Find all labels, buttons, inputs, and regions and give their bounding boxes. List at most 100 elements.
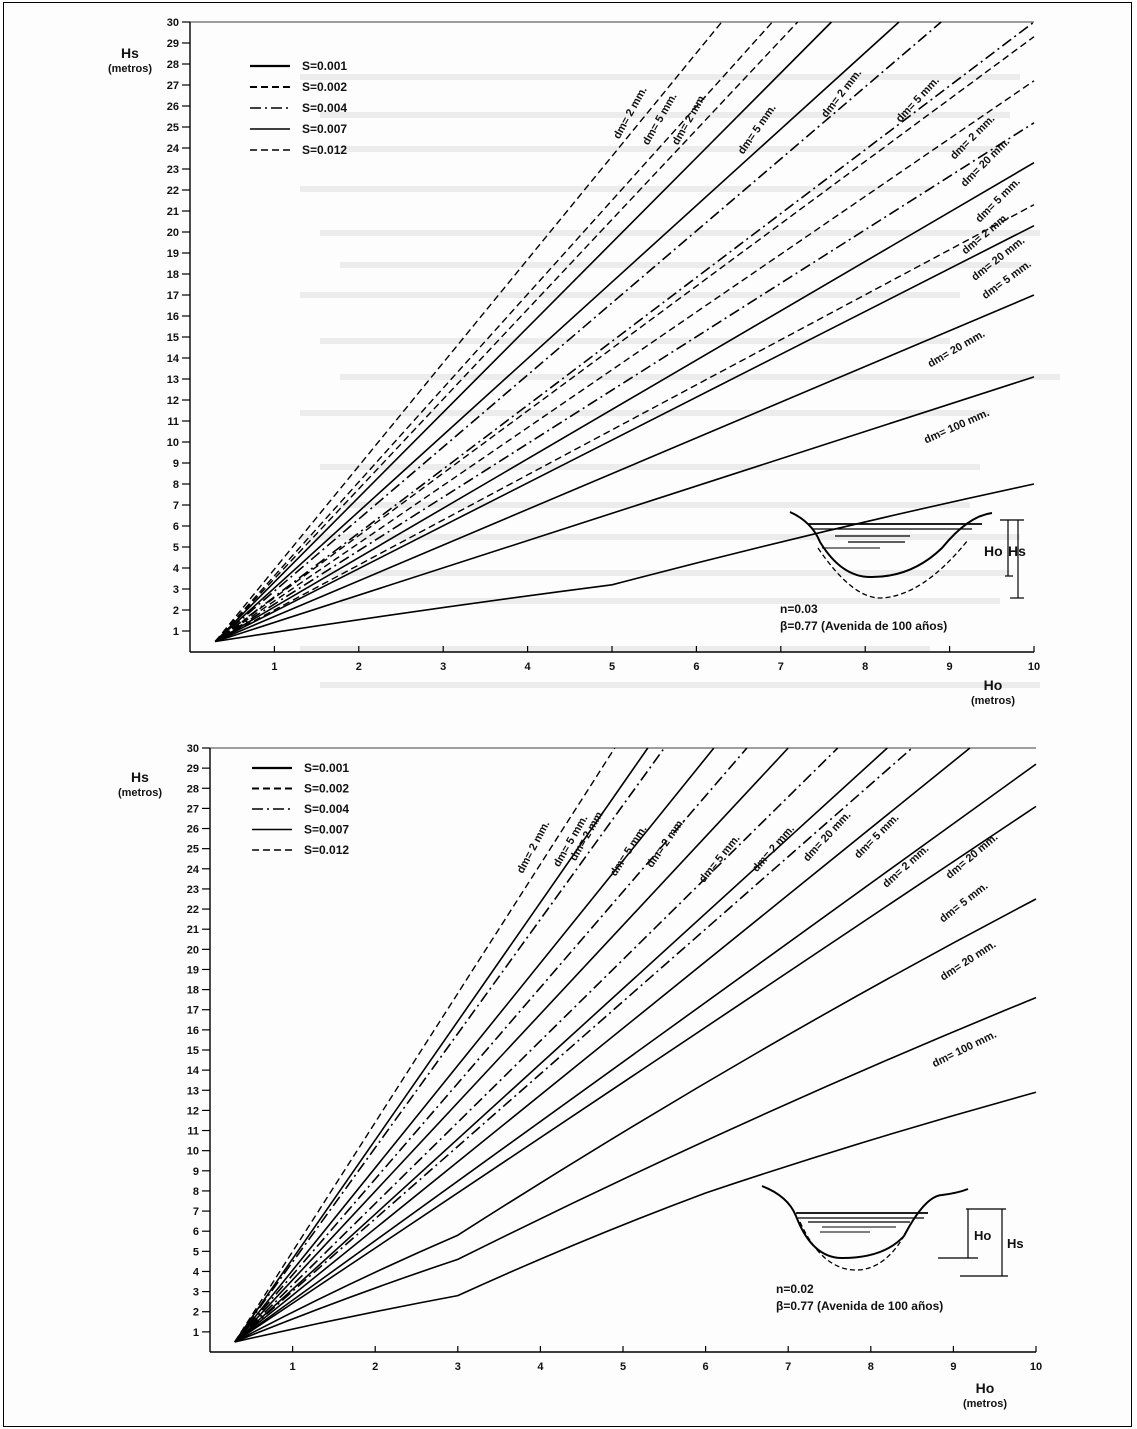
curve-label: dm= 20 mm. xyxy=(944,831,1001,881)
series-line-1 xyxy=(214,21,723,642)
series-line-1 xyxy=(234,747,616,1343)
y-tick-label: 26 xyxy=(187,824,199,836)
y-tick-label: 28 xyxy=(187,783,199,795)
y-axis-title: Hs xyxy=(131,769,149,785)
y-tick-label: 7 xyxy=(193,1206,199,1218)
channel-bed xyxy=(761,1185,969,1260)
chart-bottom: 1 2 3 4 5 6 7 8 9 1012345678910111213141516171819… xyxy=(118,743,1042,1410)
series-line-5 xyxy=(234,747,748,1343)
y-tick-label: 11 xyxy=(187,1126,199,1138)
y-tick-label: 29 xyxy=(187,763,199,775)
background-text-line xyxy=(340,262,1030,268)
x-tick-label: 4 xyxy=(537,1361,544,1373)
y-tick-label: 15 xyxy=(167,332,179,344)
y-tick-label: 27 xyxy=(167,80,179,92)
y-tick-label: 25 xyxy=(167,122,179,134)
series-line-6 xyxy=(214,21,942,643)
scour-profile xyxy=(817,539,969,599)
y-tick-label: 10 xyxy=(167,437,179,449)
background-text-line xyxy=(320,682,1040,688)
legend-label: S=0.001 xyxy=(304,761,349,775)
x-tick-label: 3 xyxy=(440,661,446,673)
x-tick-label: 6 xyxy=(693,661,699,673)
y-tick-label: 23 xyxy=(187,884,199,896)
curve-label: dm= 2 mm. xyxy=(750,823,797,874)
background-text-line xyxy=(340,146,1000,152)
beta-note: β=0.77 (Avenida de 100 años) xyxy=(776,1299,943,1313)
inset-ho-label: Ho xyxy=(984,543,1003,559)
channel-section-inset: Ho Hs xyxy=(789,511,1026,599)
y-tick-label: 21 xyxy=(187,924,199,936)
series-line-11 xyxy=(214,162,1035,643)
series-line-9 xyxy=(234,747,913,1343)
curve-label: dm= 5 mm. xyxy=(697,833,743,885)
channel-bed xyxy=(789,511,993,579)
y-tick-label: 12 xyxy=(167,395,179,407)
series-line-3 xyxy=(234,747,665,1343)
legend-label: S=0.007 xyxy=(302,122,347,136)
curve-label: dm= 100 mm. xyxy=(930,1029,998,1070)
background-text-line xyxy=(320,230,1040,236)
x-tick-label: 5 xyxy=(620,1361,626,1373)
legend-label: S=0.012 xyxy=(302,143,347,157)
y-tick-label: 4 xyxy=(173,563,180,575)
inset-hs-label: Hs xyxy=(1008,543,1026,559)
legend-label: S=0.004 xyxy=(304,802,349,816)
x-tick-label: 7 xyxy=(785,1361,791,1373)
inset-hs-label: Hs xyxy=(1007,1236,1024,1251)
y-tick-label: 16 xyxy=(187,1025,199,1037)
y-tick-label: 22 xyxy=(187,904,199,916)
curve-label: dm= 20 mm. xyxy=(801,809,853,864)
y-tick-label: 11 xyxy=(167,416,179,428)
series-line-8 xyxy=(214,36,1035,643)
roughness-note: n=0.03 xyxy=(780,602,818,616)
y-tick-label: 30 xyxy=(187,743,199,755)
series-line-3 xyxy=(214,21,799,642)
background-text-line xyxy=(300,646,930,652)
series-line-10 xyxy=(214,122,1035,643)
series-line-11 xyxy=(234,763,1037,1343)
curve-label: dm= 2 mm. xyxy=(515,819,553,876)
background-text-line xyxy=(320,338,950,344)
channel-section-inset: Ho Hs xyxy=(761,1185,1024,1277)
y-tick-label: 8 xyxy=(173,479,179,491)
background-text-line xyxy=(320,112,1010,118)
y-tick-label: 30 xyxy=(167,17,179,29)
x-tick-label: 2 xyxy=(372,1361,378,1373)
legend-label: S=0.002 xyxy=(302,80,347,94)
y-tick-label: 19 xyxy=(187,964,199,976)
y-tick-label: 18 xyxy=(167,269,179,281)
background-text-line xyxy=(340,374,1060,380)
series-line-13 xyxy=(234,898,1037,1343)
x-tick-label: 5 xyxy=(609,661,615,673)
beta-note: β=0.77 (Avenida de 100 años) xyxy=(780,619,947,633)
y-tick-label: 17 xyxy=(187,1005,199,1017)
series-line-14 xyxy=(215,294,1035,643)
y-tick-label: 14 xyxy=(167,353,180,365)
background-scan-text xyxy=(300,74,1060,688)
background-text-line xyxy=(300,534,1020,540)
x-tick-label: 2 xyxy=(356,661,362,673)
legend-label: S=0.001 xyxy=(302,59,347,73)
background-text-line xyxy=(300,186,930,192)
inset-ho-label: Ho xyxy=(974,1228,991,1243)
series-line-13 xyxy=(214,224,1035,643)
y-tick-label: 16 xyxy=(167,311,179,323)
series-line-2 xyxy=(234,747,649,1343)
y-tick-label: 20 xyxy=(167,227,179,239)
y-tick-label: 3 xyxy=(173,584,179,596)
y-tick-label: 24 xyxy=(187,864,200,876)
x-axis-unit: (metros) xyxy=(963,1398,1007,1410)
y-tick-label: 13 xyxy=(187,1085,199,1097)
legend-label: S=0.007 xyxy=(304,823,349,837)
y-axis-title: Hs xyxy=(121,45,139,61)
y-tick-label: 5 xyxy=(173,542,179,554)
series-line-9 xyxy=(214,80,1035,643)
y-tick-label: 25 xyxy=(187,844,199,856)
series-line-12 xyxy=(214,204,1035,643)
y-tick-label: 20 xyxy=(187,944,199,956)
y-tick-label: 17 xyxy=(167,290,179,302)
x-axis-title: Ho xyxy=(984,677,1003,693)
background-text-line xyxy=(300,292,960,298)
y-tick-label: 6 xyxy=(193,1226,199,1238)
